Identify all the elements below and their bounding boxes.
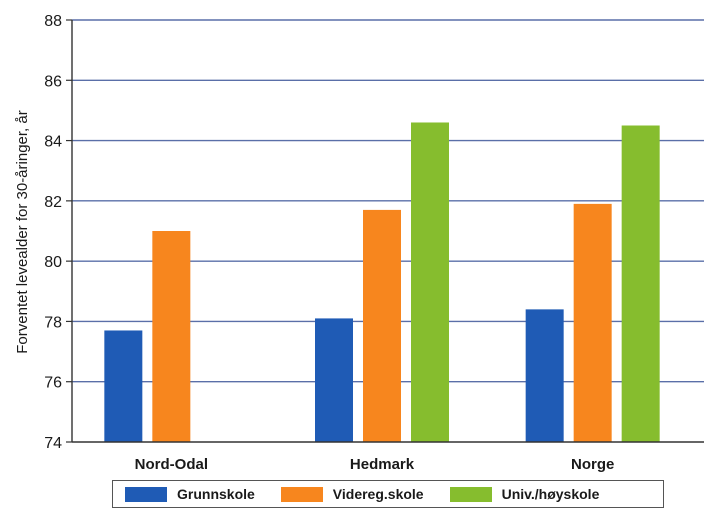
bar-univ-h-yskole-hedmark xyxy=(411,122,449,442)
x-category-labels: Nord-Odal Hedmark Norge xyxy=(135,456,615,473)
bar-videreg-skole-hedmark xyxy=(363,209,401,442)
y-tick-label: 78 xyxy=(44,314,62,331)
legend-swatch xyxy=(125,486,167,502)
legend-label: Univ./høyskole xyxy=(501,486,600,502)
bar-univ-h-yskole-norge xyxy=(621,125,660,442)
x-category-label: Norge xyxy=(571,456,614,473)
bar-videreg-skole-nord-odal xyxy=(152,231,191,442)
y-tick-label: 82 xyxy=(44,194,62,211)
y-tick-label: 76 xyxy=(44,375,62,392)
y-tick-label: 80 xyxy=(44,254,62,271)
legend-item: Univ./høyskole xyxy=(449,486,600,502)
legend-label: Grunnskole xyxy=(177,486,255,502)
legend-item: Videreg.skole xyxy=(280,486,424,502)
x-category-label: Hedmark xyxy=(350,456,415,473)
bar-grunnskole-hedmark xyxy=(315,318,353,442)
bar-grunnskole-nord-odal xyxy=(104,330,143,442)
legend-label: Videreg.skole xyxy=(332,486,424,502)
legend-item: Grunnskole xyxy=(125,486,255,502)
legend-swatch xyxy=(280,486,323,502)
bars-group xyxy=(104,122,660,442)
y-tick-labels: 74 76 78 80 82 84 86 88 xyxy=(44,13,62,452)
x-category-label: Nord-Odal xyxy=(135,456,208,473)
y-tick-label: 88 xyxy=(44,13,62,30)
bar-grunnskole-norge xyxy=(525,309,564,442)
y-tick-label: 86 xyxy=(44,73,62,90)
legend: Grunnskole Videreg.skole Univ./høyskole xyxy=(112,480,664,508)
axes xyxy=(66,19,704,443)
y-tick-label: 84 xyxy=(44,134,62,151)
y-axis-label: Forventet levealder for 30-åringer, år xyxy=(14,110,31,353)
legend-swatch xyxy=(449,486,492,502)
bar-videreg-skole-norge xyxy=(573,203,612,442)
y-tick-label: 74 xyxy=(44,435,62,452)
bar-chart: 74 76 78 80 82 84 86 88 Nord-Odal Hedmark Norge F… xyxy=(14,13,704,473)
